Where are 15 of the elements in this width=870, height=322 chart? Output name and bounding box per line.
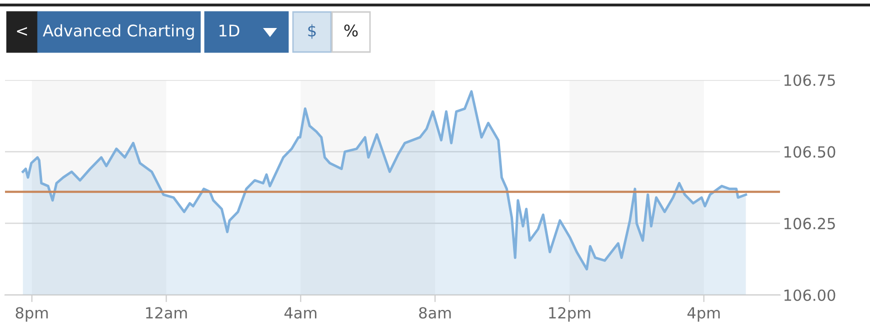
y-tick-label: 106.25 [784, 218, 835, 230]
text: Advanced Charting [42, 24, 194, 40]
text: 1D [220, 24, 240, 36]
x-tick-label: 12pm [549, 307, 590, 322]
text: % [344, 24, 358, 37]
x-tick-label: 12am [146, 307, 187, 319]
y-tick-label: 106.50 [784, 146, 836, 158]
x-tick-label: 4pm [687, 307, 720, 322]
x-tick-label: 8am [419, 307, 451, 319]
x-tick-label: 8pm [16, 307, 48, 322]
text: $ [308, 24, 316, 39]
y-tick-label: 106.00 [784, 289, 836, 302]
x-tick-label: 4am [284, 307, 316, 319]
y-tick-label: 106.75 [784, 74, 835, 86]
text: < [17, 27, 27, 36]
